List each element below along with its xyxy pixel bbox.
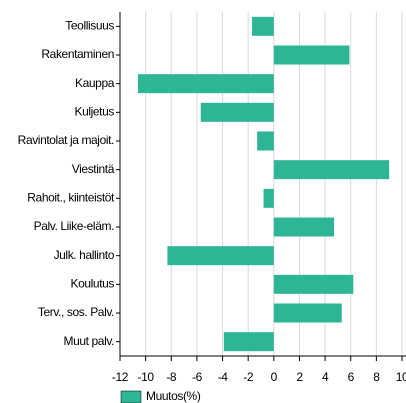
bar bbox=[273, 217, 335, 237]
x-tick-label: 0 bbox=[271, 370, 278, 384]
bar bbox=[273, 274, 354, 294]
bar bbox=[167, 246, 274, 266]
y-tick-label: Terv., sos. Palv. bbox=[38, 305, 114, 319]
x-tick-label: -2 bbox=[243, 370, 254, 384]
bar bbox=[252, 16, 274, 36]
x-tick-label: 10 bbox=[396, 370, 406, 384]
x-tick-label: 6 bbox=[348, 370, 355, 384]
y-tick-label: Teollisuus bbox=[65, 19, 114, 33]
y-tick-label: Koulutus bbox=[71, 277, 115, 291]
bar bbox=[257, 131, 274, 151]
legend-swatch bbox=[120, 390, 142, 403]
x-tick-label: -12 bbox=[112, 370, 129, 384]
y-tick-label: Rahoit., kiinteistöt bbox=[27, 191, 115, 205]
x-tick-label: -6 bbox=[192, 370, 203, 384]
bar bbox=[273, 303, 342, 323]
x-tick-label: 2 bbox=[296, 370, 303, 384]
bar bbox=[223, 332, 274, 352]
y-tick-label: Kuljetus bbox=[75, 105, 115, 119]
bar bbox=[137, 74, 274, 94]
x-tick-label: -8 bbox=[166, 370, 177, 384]
legend-label: Muutos(%) bbox=[146, 389, 201, 403]
y-tick-label: Julk. hallinto bbox=[54, 248, 115, 262]
x-tick-label: -10 bbox=[138, 370, 155, 384]
bar bbox=[200, 102, 274, 122]
bar bbox=[263, 188, 274, 208]
y-tick-label: Muut palv. bbox=[64, 334, 115, 348]
bar bbox=[273, 160, 390, 180]
x-tick-label: -4 bbox=[218, 370, 229, 384]
y-tick-label: Kauppa bbox=[75, 76, 115, 90]
y-tick-label: Rakentaminen bbox=[41, 47, 114, 61]
y-tick-label: Viestintä bbox=[72, 162, 115, 176]
x-tick-label: 8 bbox=[373, 370, 380, 384]
y-tick-label: Ravintolat ja majoit. bbox=[18, 133, 114, 147]
x-tick-label: 4 bbox=[322, 370, 329, 384]
bar bbox=[273, 45, 350, 65]
y-tick-label: Palv. Liike-eläm. bbox=[34, 219, 114, 233]
